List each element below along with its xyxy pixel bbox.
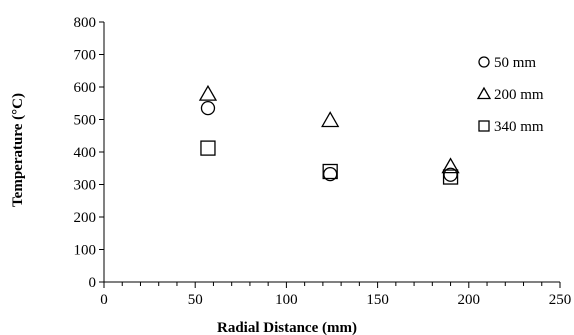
circle-data-point	[200, 100, 216, 116]
data-markers	[198, 84, 460, 185]
square-data-point	[322, 163, 338, 180]
legend-label: 200 mm	[494, 87, 544, 103]
y-tick-label: 300	[74, 178, 97, 194]
legend: 50 mm 200 mm 340 mm	[476, 55, 544, 135]
square-data-point	[200, 140, 216, 156]
legend-item: 50 mm	[478, 55, 536, 71]
x-tick-label: 100	[275, 292, 298, 308]
x-tick-label: 250	[549, 292, 572, 308]
legend-square-marker	[478, 120, 490, 132]
x-axis-title: Radial Distance (mm)	[217, 320, 357, 335]
y-tick-label: 400	[74, 145, 97, 161]
legend-label: 340 mm	[494, 119, 544, 135]
triangle-data-point	[321, 111, 340, 128]
legend-item: 340 mm	[478, 119, 544, 135]
y-tick-label: 0	[89, 275, 97, 291]
triangle-data-point	[441, 157, 460, 174]
legend-circle-marker	[478, 56, 490, 68]
x-tick-label: 50	[188, 292, 203, 308]
y-tick-label: 500	[74, 113, 97, 129]
legend-item: 200 mm	[476, 86, 544, 103]
y-axis: 0 100 200 300 400 500 600 700 800	[74, 15, 105, 291]
x-tick-label: 200	[458, 292, 481, 308]
square-data-point	[442, 169, 459, 185]
y-tick-label: 100	[74, 243, 97, 259]
triangle-data-point	[198, 84, 218, 101]
y-tick-label: 200	[74, 210, 97, 226]
y-tick-label: 700	[74, 48, 97, 64]
legend-triangle-marker	[476, 86, 492, 100]
legend-label: 50 mm	[494, 55, 536, 71]
x-tick-label: 150	[366, 292, 389, 308]
y-tick-label: 800	[74, 15, 97, 31]
x-tick-label: 0	[100, 292, 108, 308]
y-axis-title: Temperature (°C)	[10, 93, 26, 207]
y-tick-label: 600	[74, 80, 97, 96]
x-axis: 0 50 100 150 200 250	[100, 281, 572, 308]
